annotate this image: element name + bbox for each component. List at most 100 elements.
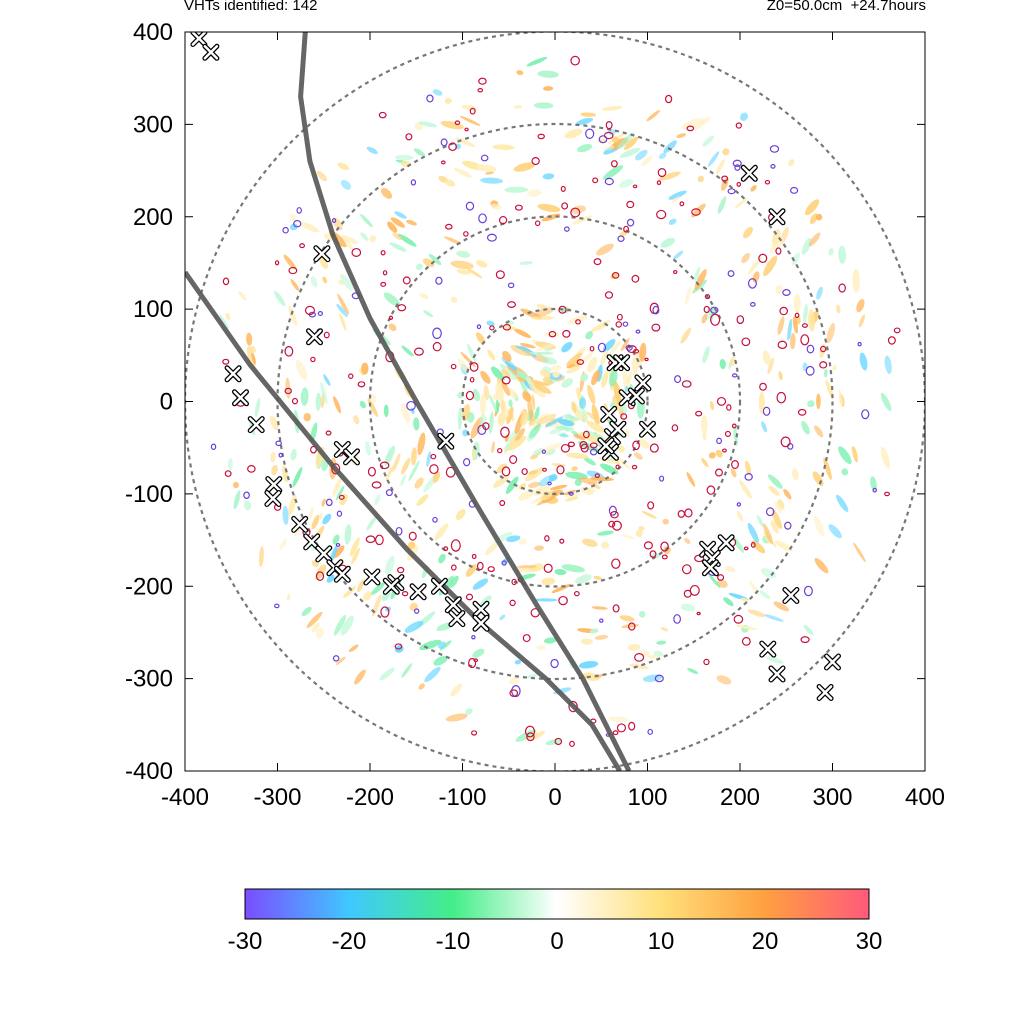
field-streak [532,447,544,457]
field-streak [394,211,407,219]
field-streak [534,545,544,551]
field-streak [730,468,737,478]
field-streak [423,310,434,318]
vht-contour [514,204,523,211]
field-streak [838,446,852,465]
vht-contour [222,277,230,286]
x-tick-label: -400 [161,784,209,811]
vht-contour [589,448,598,456]
field-streak [816,286,823,300]
field-streak [332,477,342,497]
field-streak [787,319,793,341]
vht-marker-fill [364,569,380,585]
vht-contour [445,223,453,230]
field-streak [499,363,507,370]
field-streak [684,285,692,306]
field-streak [443,236,462,245]
field-streak [589,628,599,634]
vht-contour [348,373,354,379]
field-streak [771,509,782,529]
vht-marker-fill [314,246,330,261]
field-streak [635,149,648,161]
field-streak [340,234,359,244]
vht-contour [674,375,682,384]
vht-contour [605,121,613,130]
vht-contour [548,330,557,338]
field-streak [299,221,320,233]
field-streak [701,415,708,435]
vht-contour [686,125,695,132]
field-streak [361,362,369,375]
vht-contour [413,608,420,614]
vht-marker-fill [817,685,833,700]
field-streak [522,391,532,402]
field-streak [530,379,550,387]
field-streak [374,494,381,505]
field-streak [461,104,478,111]
field-streak [639,342,647,362]
field-streak [246,332,253,346]
vht-marker [247,416,265,434]
field-streak [289,213,298,222]
vht-contour [632,440,640,451]
vht-contour [331,217,337,224]
field-streak [528,470,538,475]
field-streak [662,518,669,525]
vht-marker [701,559,719,577]
field-streak [360,232,369,241]
vht-contour [731,373,738,378]
vht-marker-fill [473,602,489,617]
field-streak [759,590,771,600]
field-streak [642,674,663,682]
range-ring [368,215,742,588]
vht-contour [284,346,294,357]
x-tick-label: -100 [438,784,486,811]
vht-marker-fill [610,421,626,437]
field-streak [740,597,749,603]
field-streak [339,313,347,331]
vht-contour [726,404,732,411]
vht-contour [524,725,536,738]
field-streak [764,614,784,622]
vht-contour [394,643,403,650]
vht-marker-fill [307,329,322,345]
vht-contour [336,510,343,517]
vht-contour [450,539,461,552]
vht-contour [477,88,484,93]
field-streak [658,152,667,160]
colorbar-tick-label: -30 [228,928,263,955]
field-streak [507,387,518,399]
field-streak [595,243,614,256]
vht-contour [632,184,638,189]
vht-contour [325,430,332,436]
vht-contour [480,154,489,162]
field-streak [392,232,403,241]
vht-contour [696,611,701,616]
field-streak [823,457,832,480]
field-streak [457,407,462,430]
vht-contour [521,468,528,476]
field-streak [479,393,486,417]
field-streak [543,637,557,644]
field-streak [613,380,622,404]
field-streak [526,376,537,395]
vht-contour [717,574,725,581]
field-streak [274,290,286,307]
field-streak [400,403,411,423]
vht-contour [556,465,565,475]
vht-contour [611,271,620,279]
x-tick-label: 400 [905,784,945,811]
field-streak [775,284,783,295]
field-streak [502,350,512,363]
field-streak [333,396,342,414]
vht-marker [759,640,777,658]
field-streak [736,510,744,522]
field-streak [572,215,593,225]
vht-contour [304,305,316,316]
field-streak [536,304,549,310]
vht-marker-fill [601,407,616,422]
field-streak [591,369,600,386]
field-streak [310,276,318,288]
vht-contour [758,253,768,263]
